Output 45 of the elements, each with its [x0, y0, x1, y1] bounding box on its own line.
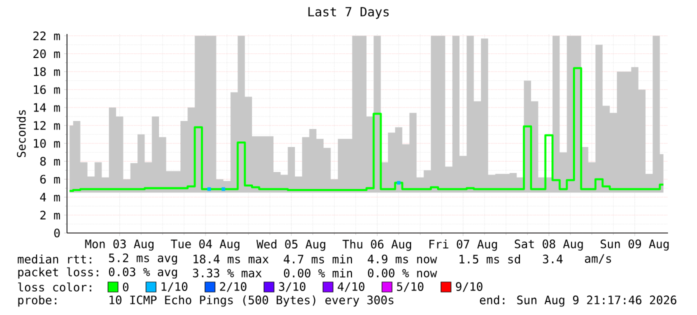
text: 1.5 ms sd	[460, 254, 520, 264]
y-tick-label: 22 m	[33, 31, 60, 40]
text: 4.9 ms now	[368, 254, 438, 264]
x-tick-label: Sat 08 Aug	[514, 240, 583, 251]
text: median rtt:	[18, 254, 92, 264]
y-tick-label: 20 m	[33, 49, 60, 58]
chart-title: Last 7 Days	[308, 7, 389, 19]
x-tick-label: Sun 09 Aug	[600, 240, 669, 251]
y-axis-title: Seconds	[16, 110, 26, 158]
text: 5.2 ms avg	[109, 253, 177, 265]
text: 3.33 % max	[192, 268, 262, 278]
legend-label: 5/10	[397, 282, 424, 292]
y-tick-label: 10 m	[34, 138, 60, 148]
legend-label: 1/10	[162, 282, 188, 292]
y-tick-label: 4 m	[40, 192, 60, 202]
text: probe:	[18, 295, 56, 307]
x-tick-label: Tue 04 Aug	[170, 240, 240, 251]
text: 10 ICMP Echo Pings (500 Bytes) every 300s	[110, 295, 394, 307]
y-tick-label: 6 m	[40, 174, 60, 184]
legend-label: 2/10	[220, 282, 246, 292]
x-tick-label: Thu 06 Aug	[342, 240, 412, 251]
y-tick-label: 2 m	[40, 210, 60, 220]
x-tick-label: Wed 05 Aug	[256, 240, 326, 251]
x-tick-label: Mon 03 Aug	[85, 240, 154, 251]
y-tick-label: 12 m	[34, 121, 60, 130]
legend-label: 0	[122, 282, 128, 292]
text: 3.4	[542, 254, 563, 264]
text: packet loss:	[18, 267, 98, 279]
y-tick-label: 0	[54, 228, 60, 238]
text: 4.7 ms min	[284, 254, 352, 264]
x-tick-label: Fri 07 Aug	[429, 240, 497, 251]
text: 0.00 % now	[368, 268, 438, 278]
text: end: Sun Aug 9 21:17:46 2026	[480, 295, 676, 307]
text: am/s	[584, 254, 611, 264]
legend-label: 4/10	[338, 282, 364, 292]
text: 0.03 % avg	[108, 267, 177, 279]
legend-label: 3/10	[278, 282, 306, 292]
legend-title: loss color:	[18, 282, 92, 292]
y-tick-label: 18 m	[34, 67, 60, 76]
legend-label: 9/10	[456, 282, 482, 292]
y-tick-label: 16 m	[34, 85, 60, 94]
text: 18.4 ms max	[194, 254, 269, 264]
text: 0.00 % min	[284, 268, 352, 278]
y-tick-label: 14 m	[34, 103, 60, 112]
y-tick-label: 8 m	[40, 156, 60, 166]
